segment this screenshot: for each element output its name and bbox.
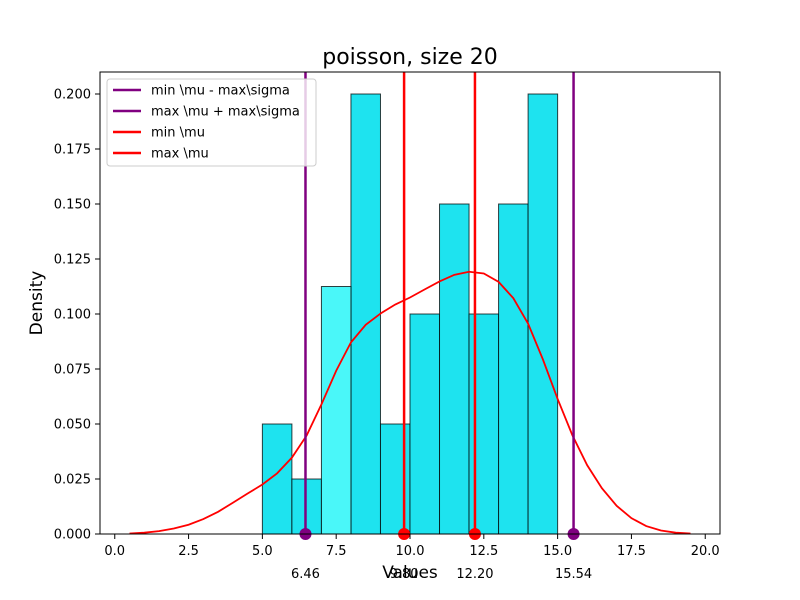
- histogram-bar-5: [439, 203, 470, 535]
- histogram-bar-0: [261, 423, 293, 535]
- histogram-bar-6: [468, 313, 500, 535]
- legend-label-1: max \mu + max\sigma: [151, 105, 300, 120]
- vline-value-label-0: 6.46: [291, 567, 320, 582]
- y-tick-label-8: 0.200: [54, 88, 91, 103]
- histogram-bar-4: [409, 313, 441, 535]
- chart-title: poisson, size 20: [322, 45, 498, 70]
- y-tick-label-2: 0.050: [54, 418, 91, 433]
- x-axis-title: Values: [382, 563, 438, 583]
- legend-label-2: min \mu: [151, 126, 205, 141]
- y-axis-title: Density: [27, 271, 47, 336]
- legend-label-3: max \mu: [151, 147, 209, 162]
- vline-value-label-2: 9.80: [390, 567, 419, 582]
- vline-value-labels: 6.46 15.54 9.80 12.20: [291, 567, 592, 582]
- plot-area: [129, 72, 691, 540]
- x-tick-label-1: 2.5: [178, 544, 199, 559]
- y-tick-label-3: 0.075: [54, 363, 91, 378]
- vline-value-label-3: 12.20: [456, 567, 493, 582]
- kde-curve: [129, 270, 691, 534]
- histogram-bar-3: [379, 423, 411, 535]
- y-tick-label-4: 0.100: [54, 308, 91, 323]
- legend-label-0: min \mu - max\sigma: [151, 84, 290, 99]
- legend-box: [106, 78, 317, 167]
- x-tick-label-2: 5.0: [252, 544, 273, 559]
- x-tick-label-5: 12.5: [469, 544, 498, 559]
- x-axis: 0.0 2.5 5.0 7.5 10.0 12.5 15.0 17.5 20.0: [104, 534, 720, 559]
- x-tick-label-6: 15.0: [543, 544, 572, 559]
- x-tick-label-3: 7.5: [326, 544, 347, 559]
- histogram-bar-7: [498, 203, 529, 535]
- y-tick-label-7: 0.175: [54, 143, 91, 158]
- vline-value-label-1: 15.54: [555, 567, 592, 582]
- y-tick-label-6: 0.150: [54, 198, 91, 213]
- x-tick-label-8: 20.0: [691, 544, 720, 559]
- legend: min \mu - max\sigma max \mu + max\sigma mi…: [106, 78, 317, 167]
- y-axis: 0.000 0.025 0.050 0.075 0.100 0.125 0.150 0.175…: [54, 88, 100, 543]
- y-tick-label-0: 0.000: [54, 528, 91, 543]
- x-tick-label-7: 17.5: [617, 544, 646, 559]
- histogram-bar-8: [527, 93, 559, 535]
- y-tick-label-1: 0.025: [54, 473, 91, 488]
- highlight-bar: [320, 286, 352, 535]
- x-tick-label-0: 0.0: [104, 544, 125, 559]
- x-tick-label-4: 10.0: [396, 544, 425, 559]
- histogram-bar-2: [350, 93, 381, 535]
- y-tick-label-5: 0.125: [54, 253, 91, 268]
